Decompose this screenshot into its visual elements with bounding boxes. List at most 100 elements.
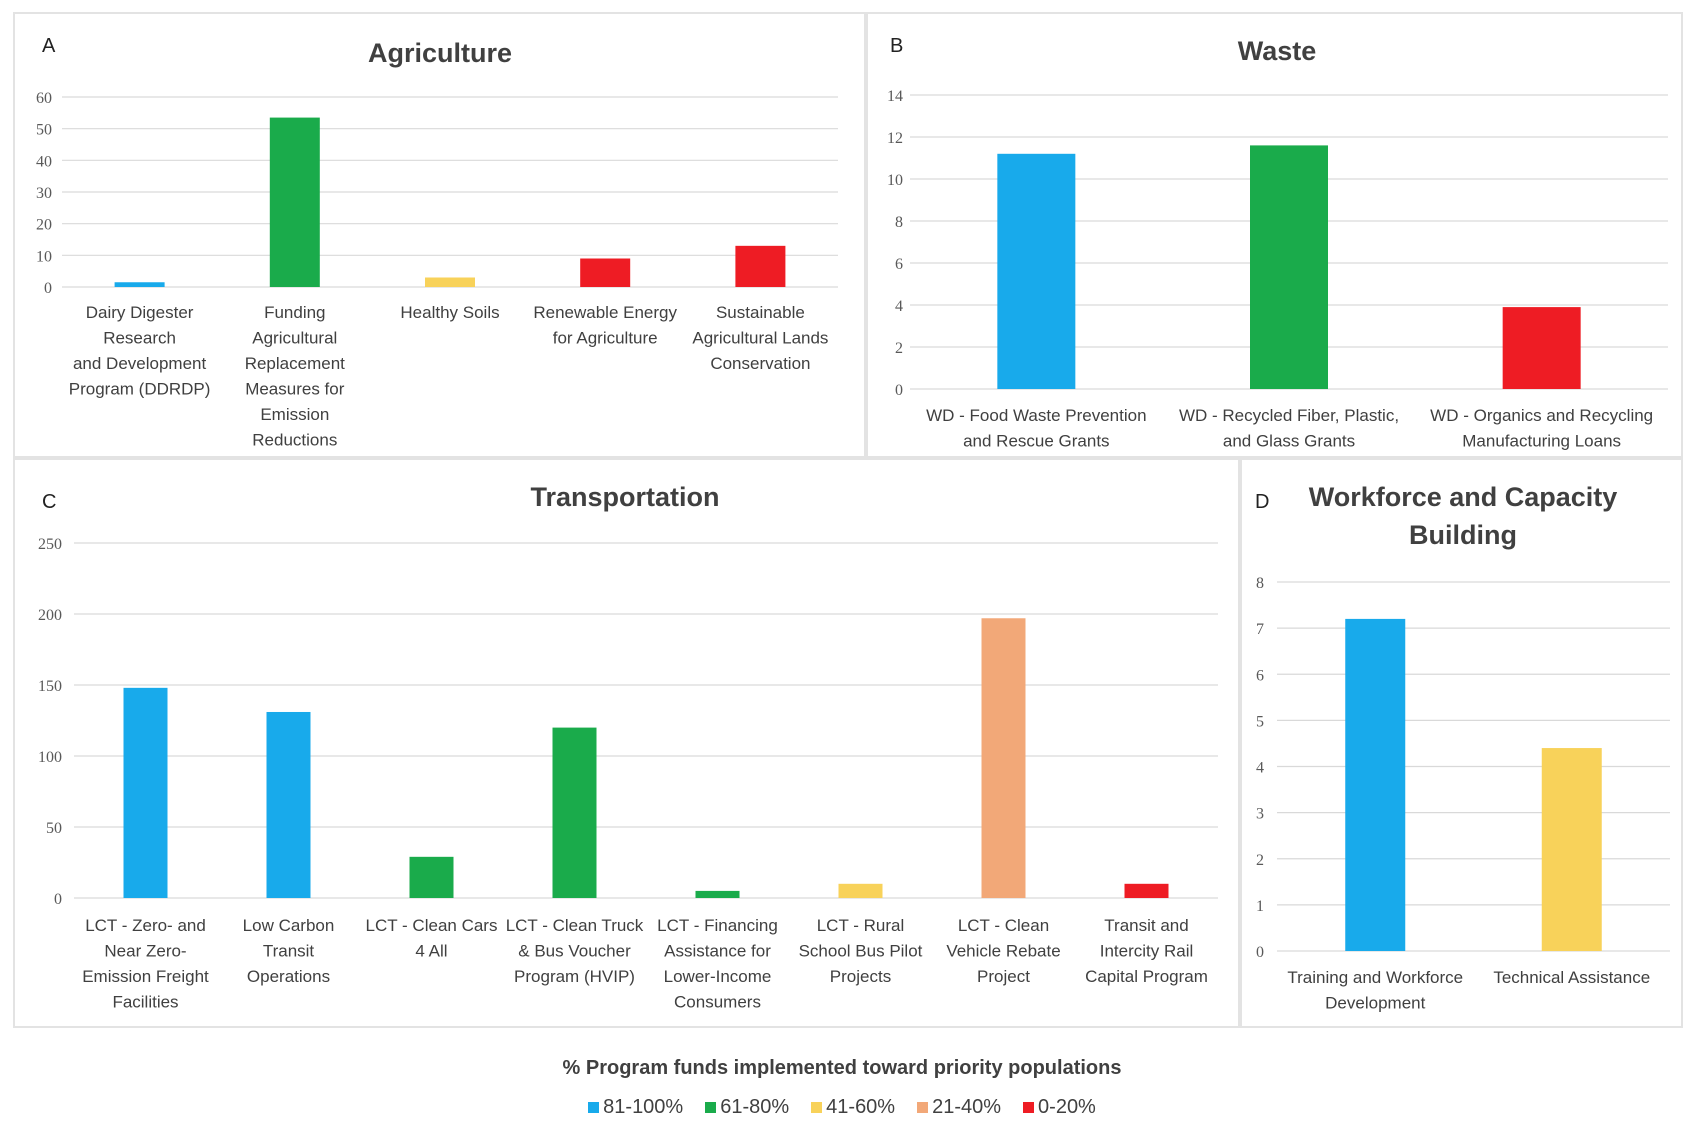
x-category-label-a: Emission [260, 405, 329, 424]
x-category-label-c: 4 All [415, 942, 447, 961]
panel-letter-c: C [42, 491, 56, 513]
bar-c-7 [981, 618, 1026, 898]
y-tick-label-c: 250 [38, 536, 62, 553]
y-tick-label-c: 50 [46, 820, 62, 837]
bar-a-3 [425, 277, 475, 287]
bar-a-2 [269, 117, 320, 287]
legend-swatch [705, 1102, 717, 1113]
y-tick-label-c: 100 [38, 749, 62, 766]
y-tick-label-d: 7 [1256, 621, 1264, 638]
legend-item: 41-60% [811, 1096, 895, 1119]
legend-item: 21-40% [917, 1096, 1001, 1119]
x-category-label-b: WD - Recycled Fiber, Plastic, [1179, 406, 1399, 425]
y-tick-label-b: 0 [895, 382, 903, 399]
chart-title-a: Agriculture [368, 38, 512, 68]
x-category-label-c: Project [977, 967, 1030, 986]
y-tick-label-d: 0 [1256, 944, 1264, 961]
x-category-label-c: Operations [247, 967, 330, 986]
x-category-label-b: and Glass Grants [1223, 432, 1355, 451]
x-category-label-a: for Agriculture [553, 329, 658, 348]
y-tick-label-c: 150 [38, 678, 62, 695]
x-category-label-a: Replacement [245, 354, 345, 373]
legend-item: 61-80% [705, 1096, 789, 1119]
x-category-label-a: Sustainable [716, 303, 805, 322]
y-tick-label-a: 10 [36, 248, 52, 265]
chart-title-b: Waste [1238, 36, 1317, 66]
x-category-label-c: School Bus Pilot [799, 942, 923, 961]
x-category-label-b: WD - Organics and Recycling [1430, 406, 1653, 425]
panel-workforce [1240, 458, 1683, 1028]
x-category-label-c: Near Zero- [104, 942, 186, 961]
x-category-label-c: & Bus Voucher [518, 942, 631, 961]
y-tick-label-b: 10 [887, 172, 903, 189]
legend: 81-100% 61-80% 41-60% 21-40% 0-20% [0, 1096, 1684, 1119]
bar-d-1 [1345, 618, 1406, 951]
panel-transportation [13, 458, 1240, 1028]
x-category-label-c: LCT - Rural [817, 916, 905, 935]
bar-c-6 [838, 883, 883, 898]
chart-title-d: Workforce and Capacity [1309, 482, 1618, 512]
bar-c-2 [266, 711, 311, 898]
x-category-label-a: Dairy Digester [86, 303, 194, 322]
bar-c-4 [552, 727, 597, 898]
x-category-label-c: Projects [830, 967, 891, 986]
y-tick-label-b: 4 [895, 298, 903, 315]
x-category-label-b: and Rescue Grants [963, 432, 1109, 451]
bar-d-2 [1541, 748, 1602, 951]
panel-letter-d: D [1255, 491, 1269, 513]
bar-c-3 [409, 856, 454, 898]
legend-title: % Program funds implemented toward prior… [562, 1057, 1122, 1079]
x-category-label-c: LCT - Clean Cars [366, 916, 498, 935]
y-tick-label-b: 2 [895, 340, 903, 357]
x-category-label-a: Research [103, 329, 176, 348]
y-tick-label-d: 5 [1256, 713, 1264, 730]
x-category-label-a: Program (DDRDP) [69, 380, 211, 399]
legend-swatch [917, 1102, 929, 1113]
x-category-label-c: Low Carbon [243, 916, 335, 935]
x-category-label-a: Conservation [710, 354, 810, 373]
legend-label: 0-20% [1038, 1096, 1096, 1118]
y-tick-label-d: 8 [1256, 575, 1264, 592]
bar-a-5 [735, 245, 786, 287]
y-tick-label-a: 20 [36, 217, 52, 234]
y-tick-label-b: 12 [887, 130, 903, 147]
bar-b-2 [1250, 145, 1328, 389]
bar-a-1 [114, 282, 165, 287]
x-category-label-c: LCT - Financing [657, 916, 778, 935]
x-category-label-b: WD - Food Waste Prevention [926, 406, 1146, 425]
x-category-label-c: LCT - Zero- and [85, 916, 206, 935]
y-tick-label-c: 0 [54, 891, 62, 908]
x-category-label-d: Training and Workforce [1287, 968, 1463, 987]
y-tick-label-a: 40 [36, 153, 52, 170]
panel-waste [866, 12, 1683, 458]
panel-agriculture [13, 12, 866, 458]
bar-a-4 [580, 258, 631, 287]
x-category-label-b: Manufacturing Loans [1462, 432, 1621, 451]
bar-c-1 [123, 687, 168, 898]
legend-label: 81-100% [603, 1096, 684, 1118]
bar-c-8 [1124, 883, 1169, 898]
x-category-label-c: LCT - Clean [958, 916, 1049, 935]
bar-b-3 [1502, 307, 1581, 389]
y-tick-label-b: 8 [895, 214, 903, 231]
legend-label: 21-40% [932, 1096, 1002, 1118]
x-category-label-a: Renewable Energy [533, 303, 677, 322]
x-category-label-c: Vehicle Rebate [946, 942, 1060, 961]
x-category-label-a: Funding [264, 303, 325, 322]
bar-c-5 [695, 890, 740, 898]
legend-item: 0-20% [1023, 1096, 1096, 1119]
legend-swatch [1023, 1102, 1035, 1113]
y-tick-label-a: 0 [44, 280, 52, 297]
x-category-label-d: Technical Assistance [1493, 968, 1650, 987]
legend-swatch [811, 1102, 823, 1113]
y-tick-label-d: 2 [1256, 852, 1264, 869]
legend-swatch [588, 1102, 600, 1113]
x-category-label-c: Intercity Rail [1100, 942, 1194, 961]
panel-letter-a: A [42, 35, 56, 57]
x-category-label-d: Development [1325, 994, 1425, 1013]
x-category-label-c: Lower-Income [664, 967, 772, 986]
x-category-label-c: Transit [263, 942, 315, 961]
x-category-label-a: Agricultural Lands [692, 329, 828, 348]
y-tick-label-d: 6 [1256, 667, 1264, 684]
x-category-label-a: Measures for [245, 380, 345, 399]
